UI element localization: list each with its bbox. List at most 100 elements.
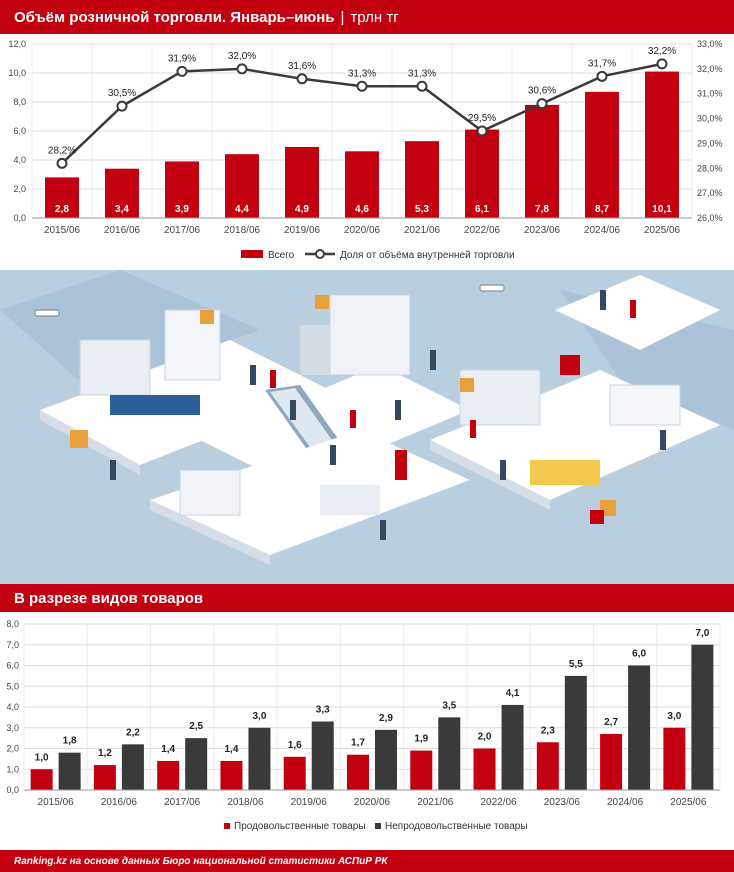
- y2-tick-label: 27,0%: [697, 188, 723, 198]
- y-tick-label: 2,0: [6, 744, 19, 754]
- x-tick-label: 2022/06: [464, 225, 501, 236]
- y-tick-label: 4,0: [6, 702, 19, 712]
- title-separator: |: [340, 8, 345, 26]
- share-point: [296, 73, 308, 85]
- y-tick-label: 0,0: [6, 785, 19, 795]
- bar-nonfood: [628, 665, 651, 790]
- y2-tick-label: 30,0%: [697, 114, 723, 124]
- y-tick-label: 3,0: [6, 723, 19, 733]
- bar-value-label: 2,8: [55, 204, 69, 215]
- bar-total: [345, 151, 379, 218]
- share-point: [176, 65, 188, 77]
- source-note: Ranking.kz на основе данных Бюро национа…: [14, 855, 388, 867]
- bar-nonfood: [375, 729, 397, 790]
- bar-nonfood: [691, 644, 714, 790]
- bar-food: [347, 754, 369, 790]
- bar-value-label: 2,2: [126, 727, 140, 738]
- footer-source-bar: Ranking.kz на основе данных Бюро национа…: [0, 850, 734, 872]
- bar-total: [405, 141, 439, 218]
- legend-swatch-nonfood: [375, 823, 381, 829]
- bar-total: [285, 146, 319, 218]
- x-tick-label: 2023/06: [524, 225, 561, 236]
- y-tick-label: 2,0: [13, 184, 26, 194]
- chart2-title-bar: В разрезе видов товаров: [0, 584, 734, 612]
- bar-value-label: 1,4: [225, 744, 239, 755]
- x-tick-label: 2020/06: [354, 797, 391, 808]
- share-value-label: 31,6%: [288, 61, 316, 72]
- x-tick-label: 2025/06: [670, 797, 707, 808]
- bar-value-label: 1,9: [414, 734, 428, 745]
- bar-value-label: 7,0: [695, 628, 709, 639]
- share-value-label: 31,9%: [168, 53, 196, 64]
- share-value-label: 30,6%: [528, 86, 556, 97]
- bar-total: [465, 129, 499, 218]
- legend-swatch-total: [241, 250, 263, 258]
- bar-value-label: 2,7: [604, 717, 618, 728]
- bar-value-label: 6,0: [632, 649, 646, 660]
- bar-value-label: 3,5: [442, 700, 456, 711]
- bar-value-label: 1,4: [161, 744, 175, 755]
- bar-food: [93, 765, 116, 790]
- share-value-label: 32,2%: [648, 46, 676, 57]
- bar-food: [157, 760, 180, 790]
- legend-swatch-food: [224, 823, 230, 829]
- shopping-mall-illustration: [0, 270, 734, 584]
- x-tick-label: 2019/06: [284, 225, 321, 236]
- share-value-label: 29,5%: [468, 113, 496, 124]
- bar-food: [410, 750, 433, 790]
- share-point: [476, 125, 488, 137]
- y2-tick-label: 29,0%: [697, 138, 723, 148]
- y-tick-label: 0,0: [13, 213, 26, 223]
- share-point: [416, 80, 428, 92]
- bar-nonfood: [311, 721, 334, 790]
- share-point: [356, 80, 368, 92]
- share-value-label: 31,3%: [408, 68, 436, 79]
- legend-label-total: Всего: [268, 250, 295, 261]
- chart1-title-bar: Объём розничной торговли. Январь–июнь | …: [0, 0, 734, 34]
- bar-value-label: 2,9: [379, 713, 393, 724]
- bar-nonfood: [564, 675, 587, 790]
- share-value-label: 28,2%: [48, 145, 76, 156]
- bar-value-label: 3,4: [115, 204, 129, 215]
- x-tick-label: 2024/06: [607, 797, 644, 808]
- legend-label-food: Продовольственные товары: [234, 821, 366, 832]
- bar-nonfood: [438, 717, 461, 790]
- x-tick-label: 2017/06: [164, 797, 201, 808]
- bar-total: [585, 91, 619, 218]
- chart1-title: Объём розничной торговли. Январь–июнь: [14, 8, 335, 26]
- bar-value-label: 3,0: [253, 711, 267, 722]
- bar-total: [165, 161, 199, 218]
- share-point: [116, 100, 128, 112]
- bar-nonfood: [58, 752, 81, 790]
- y2-tick-label: 28,0%: [697, 163, 723, 173]
- bar-value-label: 3,9: [175, 204, 189, 215]
- bar-value-label: 1,6: [288, 740, 302, 751]
- x-tick-label: 2016/06: [104, 225, 141, 236]
- bar-nonfood: [185, 738, 208, 790]
- bar-food: [473, 748, 496, 790]
- bar-food: [220, 760, 243, 790]
- x-tick-label: 2018/06: [224, 225, 261, 236]
- bar-food: [663, 727, 686, 790]
- legend-marker-share: [315, 249, 325, 259]
- bar-value-label: 3,0: [667, 711, 681, 722]
- bar-value-label: 5,5: [569, 659, 583, 670]
- bar-value-label: 4,1: [506, 688, 520, 699]
- bar-nonfood: [501, 704, 524, 790]
- share-value-label: 30,5%: [108, 88, 136, 99]
- bar-value-label: 2,0: [478, 732, 492, 743]
- legend-label-share: Доля от объёма внутренней торговли: [340, 249, 515, 261]
- y-tick-label: 8,0: [13, 97, 26, 107]
- y-tick-label: 8,0: [6, 619, 19, 629]
- bar-value-label: 8,7: [595, 204, 609, 215]
- share-point: [56, 157, 68, 169]
- x-tick-label: 2025/06: [644, 225, 681, 236]
- bar-total: [645, 71, 679, 218]
- x-tick-label: 2023/06: [544, 797, 581, 808]
- y-tick-label: 5,0: [6, 681, 19, 691]
- y-tick-label: 4,0: [13, 155, 26, 165]
- x-tick-label: 2019/06: [291, 797, 328, 808]
- bar-value-label: 4,6: [355, 204, 369, 215]
- bar-value-label: 1,2: [98, 748, 112, 759]
- y-tick-label: 6,0: [13, 126, 26, 136]
